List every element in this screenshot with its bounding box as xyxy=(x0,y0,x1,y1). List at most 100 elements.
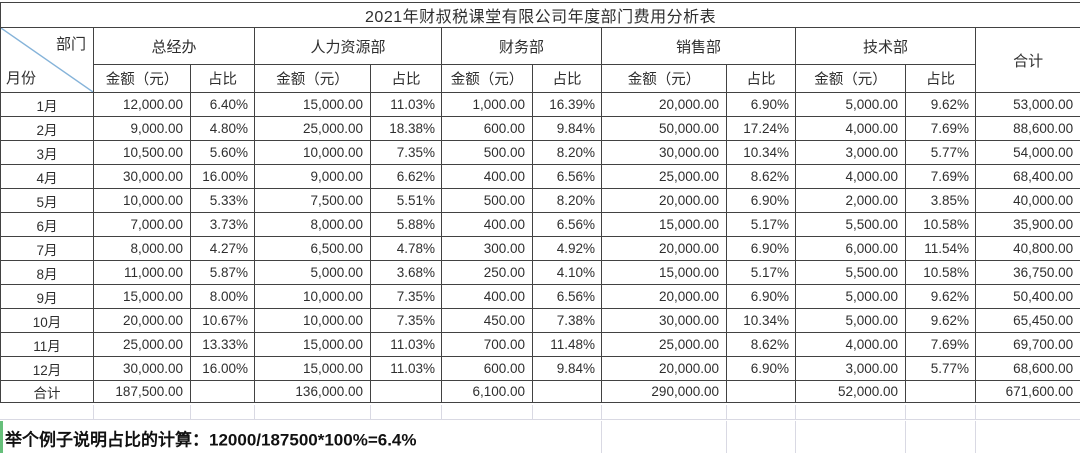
ratio-cell[interactable]: 5.87% xyxy=(190,260,255,285)
amount-cell[interactable]: 50,000.00 xyxy=(601,116,727,141)
ratio-cell[interactable]: 7.35% xyxy=(370,284,442,309)
month-cell[interactable]: 5月 xyxy=(0,188,94,213)
amount-cell[interactable]: 2,000.00 xyxy=(795,188,906,213)
ratio-cell[interactable]: 8.62% xyxy=(726,332,796,357)
amount-header[interactable]: 金额（元） xyxy=(441,64,533,93)
month-cell[interactable]: 12月 xyxy=(0,356,94,381)
amount-cell[interactable]: 15,000.00 xyxy=(601,260,727,285)
amount-cell[interactable]: 30,000.00 xyxy=(601,140,727,165)
amount-cell[interactable]: 5,000.00 xyxy=(795,284,906,309)
ratio-cell[interactable]: 16.39% xyxy=(532,92,602,117)
ratio-cell[interactable]: 6.56% xyxy=(532,164,602,189)
ratio-cell[interactable]: 6.40% xyxy=(190,92,255,117)
ratio-cell[interactable]: 5.51% xyxy=(370,188,442,213)
totals-amount-cell[interactable]: 52,000.00 xyxy=(795,380,906,403)
amount-cell[interactable]: 20,000.00 xyxy=(601,284,727,309)
amount-cell[interactable]: 5,500.00 xyxy=(795,212,906,237)
amount-cell[interactable]: 12,000.00 xyxy=(93,92,191,117)
amount-cell[interactable]: 6,000.00 xyxy=(795,236,906,261)
amount-cell[interactable]: 10,500.00 xyxy=(93,140,191,165)
amount-cell[interactable]: 25,000.00 xyxy=(601,332,727,357)
totals-amount-cell[interactable]: 6,100.00 xyxy=(441,380,533,403)
amount-cell[interactable]: 400.00 xyxy=(441,284,533,309)
ratio-cell[interactable]: 4.92% xyxy=(532,236,602,261)
month-cell[interactable]: 9月 xyxy=(0,284,94,309)
ratio-cell[interactable]: 7.69% xyxy=(905,164,976,189)
totals-ratio-cell[interactable] xyxy=(190,380,255,403)
ratio-cell[interactable]: 16.00% xyxy=(190,164,255,189)
amount-cell[interactable]: 20,000.00 xyxy=(601,236,727,261)
ratio-cell[interactable]: 6.90% xyxy=(726,236,796,261)
ratio-cell[interactable]: 7.69% xyxy=(905,332,976,357)
ratio-cell[interactable]: 8.00% xyxy=(190,284,255,309)
totals-ratio-cell[interactable] xyxy=(370,380,442,403)
row-total-cell[interactable]: 40,000.00 xyxy=(974,188,1080,213)
ratio-cell[interactable]: 11.03% xyxy=(370,356,442,381)
amount-cell[interactable]: 300.00 xyxy=(441,236,533,261)
amount-cell[interactable]: 10,000.00 xyxy=(254,308,371,333)
amount-header[interactable]: 金额（元） xyxy=(795,64,906,93)
totals-ratio-cell[interactable] xyxy=(905,380,976,403)
ratio-cell[interactable]: 7.69% xyxy=(905,116,976,141)
row-total-cell[interactable]: 40,800.00 xyxy=(974,236,1080,261)
amount-cell[interactable]: 15,000.00 xyxy=(254,332,371,357)
ratio-cell[interactable]: 10.58% xyxy=(905,212,976,237)
ratio-cell[interactable]: 18.38% xyxy=(370,116,442,141)
corner-header-cell[interactable]: 部门 月份 xyxy=(0,27,94,93)
amount-header[interactable]: 金额（元） xyxy=(93,64,191,93)
amount-cell[interactable]: 5,000.00 xyxy=(795,92,906,117)
table-title[interactable]: 2021年财叔税课堂有限公司年度部门费用分析表 xyxy=(0,2,1080,28)
totals-amount-cell[interactable]: 290,000.00 xyxy=(601,380,727,403)
row-total-cell[interactable]: 69,700.00 xyxy=(974,332,1080,357)
ratio-cell[interactable]: 8.20% xyxy=(532,188,602,213)
row-total-cell[interactable]: 36,750.00 xyxy=(974,260,1080,285)
amount-cell[interactable]: 15,000.00 xyxy=(93,284,191,309)
ratio-cell[interactable]: 7.35% xyxy=(370,140,442,165)
ratio-cell[interactable]: 5.60% xyxy=(190,140,255,165)
ratio-cell[interactable]: 10.67% xyxy=(190,308,255,333)
amount-cell[interactable]: 30,000.00 xyxy=(93,356,191,381)
month-cell[interactable]: 7月 xyxy=(0,236,94,261)
amount-cell[interactable]: 15,000.00 xyxy=(254,92,371,117)
row-total-cell[interactable]: 65,450.00 xyxy=(974,308,1080,333)
row-total-cell[interactable]: 35,900.00 xyxy=(974,212,1080,237)
amount-header[interactable]: 金额（元） xyxy=(601,64,727,93)
row-total-cell[interactable]: 53,000.00 xyxy=(974,92,1080,117)
grand-total-header[interactable]: 合计 xyxy=(974,27,1080,93)
totals-amount-cell[interactable]: 136,000.00 xyxy=(254,380,371,403)
ratio-header[interactable]: 占比 xyxy=(190,64,255,93)
month-cell[interactable]: 10月 xyxy=(0,308,94,333)
totals-ratio-cell[interactable] xyxy=(726,380,796,403)
row-total-cell[interactable]: 68,400.00 xyxy=(974,164,1080,189)
ratio-header[interactable]: 占比 xyxy=(370,64,442,93)
ratio-cell[interactable]: 6.90% xyxy=(726,92,796,117)
ratio-cell[interactable]: 5.77% xyxy=(905,356,976,381)
amount-cell[interactable]: 9,000.00 xyxy=(254,164,371,189)
amount-cell[interactable]: 15,000.00 xyxy=(601,212,727,237)
amount-cell[interactable]: 8,000.00 xyxy=(93,236,191,261)
amount-cell[interactable]: 600.00 xyxy=(441,356,533,381)
amount-cell[interactable]: 15,000.00 xyxy=(254,356,371,381)
ratio-cell[interactable]: 3.73% xyxy=(190,212,255,237)
amount-cell[interactable]: 10,000.00 xyxy=(93,188,191,213)
ratio-header[interactable]: 占比 xyxy=(726,64,796,93)
ratio-cell[interactable]: 17.24% xyxy=(726,116,796,141)
ratio-cell[interactable]: 8.20% xyxy=(532,140,602,165)
amount-cell[interactable]: 30,000.00 xyxy=(93,164,191,189)
amount-cell[interactable]: 5,000.00 xyxy=(254,260,371,285)
ratio-cell[interactable]: 6.90% xyxy=(726,188,796,213)
amount-cell[interactable]: 450.00 xyxy=(441,308,533,333)
ratio-cell[interactable]: 3.68% xyxy=(370,260,442,285)
amount-cell[interactable]: 25,000.00 xyxy=(254,116,371,141)
amount-cell[interactable]: 20,000.00 xyxy=(601,92,727,117)
amount-cell[interactable]: 5,500.00 xyxy=(795,260,906,285)
ratio-cell[interactable]: 9.62% xyxy=(905,284,976,309)
ratio-cell[interactable]: 10.58% xyxy=(905,260,976,285)
row-total-cell[interactable]: 68,600.00 xyxy=(974,356,1080,381)
ratio-cell[interactable]: 11.03% xyxy=(370,332,442,357)
month-cell[interactable]: 11月 xyxy=(0,332,94,357)
amount-cell[interactable]: 500.00 xyxy=(441,188,533,213)
ratio-cell[interactable]: 8.62% xyxy=(726,164,796,189)
amount-cell[interactable]: 3,000.00 xyxy=(795,356,906,381)
department-header[interactable]: 技术部 xyxy=(795,27,976,65)
